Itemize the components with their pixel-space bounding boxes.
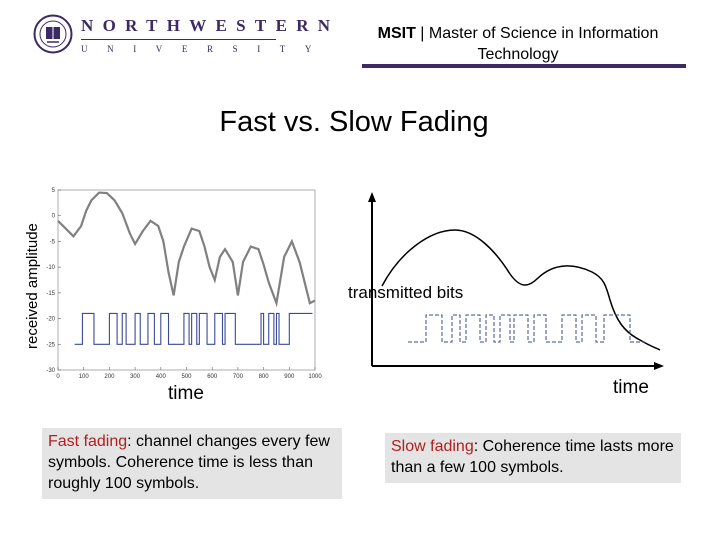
y-tick-label: 0 — [52, 214, 56, 220]
y-tick-label: -25 — [46, 342, 55, 348]
slide-title: Fast vs. Slow Fading — [219, 106, 489, 138]
fast-fading-plot: 50-5-10-15-20-25-300 100 200 300 400 500 600 70… — [46, 188, 322, 380]
x-tick-label: 800 — [259, 374, 270, 380]
slow-fading-description: : Coherence time lasts more than a few 1… — [391, 438, 674, 476]
x-tick-label: 400 — [156, 374, 167, 380]
time-label-left: time — [168, 383, 204, 404]
fading-curve-fast — [57, 191, 316, 308]
slow-fading-plot — [368, 192, 664, 370]
program-name: Master of Science in Information Technol… — [428, 25, 659, 63]
x-tick-label: 700 — [233, 374, 244, 380]
y-axis-arrow-icon — [368, 192, 376, 202]
y-tick-label: -5 — [50, 239, 56, 245]
x-tick-label: 0 — [56, 374, 60, 380]
transmitted-bits-label: transmitted bits — [348, 283, 464, 302]
x-axis-arrow-icon — [654, 362, 664, 370]
y-tick-label: -15 — [46, 291, 55, 297]
bit-sequence-left — [74, 312, 313, 345]
program-header: MSIT | Master of Science in Information … — [348, 23, 688, 65]
logo-rule — [81, 39, 276, 40]
fast-fading-term: Fast fading — [48, 433, 128, 450]
logo-subtitle: UNIVERSITY — [81, 44, 331, 54]
x-tick-label: 200 — [104, 374, 115, 380]
y-tick-label: -30 — [46, 368, 55, 374]
slow-fading-note: Slow fading: Coherence time lasts more t… — [385, 433, 681, 483]
x-tick-label: 1000 — [308, 374, 322, 380]
x-tick-label: 500 — [181, 374, 192, 380]
header-bar — [362, 64, 686, 68]
fading-curve-slow — [381, 229, 661, 351]
northwestern-logo: NORTHWESTERN UNIVERSITY — [33, 14, 330, 58]
x-tick-label: 300 — [130, 374, 141, 380]
y-tick-label: -10 — [46, 265, 55, 271]
plot-ticks: 50-5-10-15-20-25-300 100 200 300 400 500 600 70… — [46, 188, 322, 380]
bit-sequence-right — [408, 314, 645, 343]
bit-waveform-left — [74, 312, 313, 345]
y-tick-label: 5 — [52, 188, 56, 194]
time-label-right: time — [613, 377, 649, 398]
bit-waveform-right — [408, 314, 645, 343]
program-separator: | — [415, 25, 429, 42]
program-abbrev: MSIT — [377, 25, 416, 42]
y-tick-label: -20 — [46, 317, 55, 323]
x-tick-label: 600 — [207, 374, 218, 380]
x-tick-label: 100 — [79, 374, 90, 380]
x-tick-label: 900 — [284, 374, 295, 380]
fast-fading-note: Fast fading: channel changes every few s… — [42, 428, 342, 499]
university-seal-icon — [33, 14, 73, 54]
logo-wordmark: NORTHWESTERN — [81, 16, 340, 35]
fast-fading-description: : channel changes every few symbols. Coh… — [48, 433, 330, 492]
slow-fading-term: Slow fading — [391, 438, 474, 455]
